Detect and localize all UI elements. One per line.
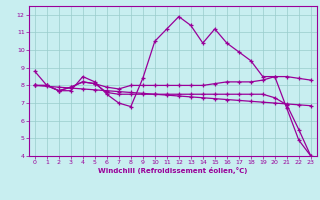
- X-axis label: Windchill (Refroidissement éolien,°C): Windchill (Refroidissement éolien,°C): [98, 167, 247, 174]
